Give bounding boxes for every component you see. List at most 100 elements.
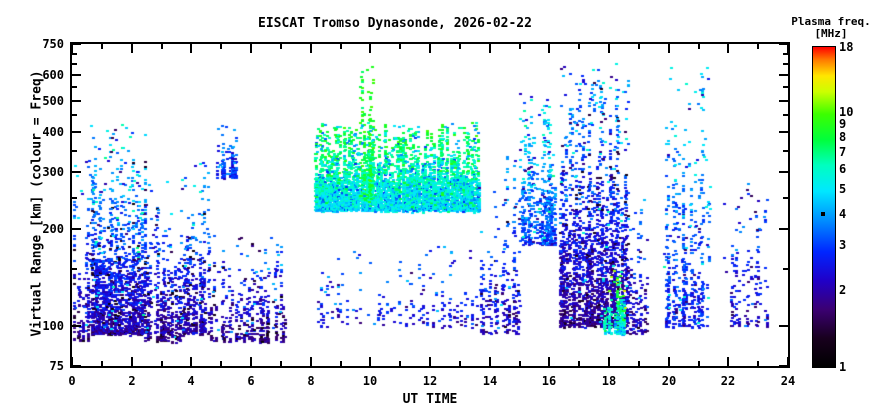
y-tick-label: 750 — [42, 37, 64, 51]
x-tick-top — [161, 44, 163, 49]
y-tick-right — [783, 150, 788, 152]
y-tick — [72, 114, 77, 116]
y-tick-right — [779, 100, 788, 102]
x-tick-top — [727, 44, 729, 53]
x-tick — [399, 361, 401, 366]
y-tick-right — [779, 365, 788, 367]
y-tick — [72, 53, 77, 55]
colorbar-title-line2: [MHz] — [814, 27, 848, 40]
y-tick-right — [779, 228, 788, 230]
x-tick — [727, 357, 729, 366]
y-tick — [72, 325, 81, 327]
x-tick-top — [578, 44, 580, 49]
x-tick — [369, 357, 371, 366]
x-tick — [608, 357, 610, 366]
x-tick — [161, 361, 163, 366]
x-tick — [578, 361, 580, 366]
x-tick-top — [698, 44, 700, 49]
x-tick-label: 14 — [482, 374, 498, 388]
y-tick-label: 300 — [42, 165, 64, 179]
x-axis-label: UT TIME — [402, 392, 458, 407]
y-tick — [72, 43, 81, 45]
x-tick — [548, 357, 550, 366]
colorbar-tick-label: 8 — [839, 129, 847, 144]
colorbar-tick-label: 3 — [839, 238, 847, 253]
colorbar-tick-label: 5 — [839, 181, 847, 196]
x-tick — [310, 357, 312, 366]
x-tick-label: 6 — [247, 374, 255, 388]
x-tick — [698, 361, 700, 366]
x-tick-top — [220, 44, 222, 49]
x-tick — [638, 361, 640, 366]
x-tick-top — [757, 44, 759, 49]
colorbar-tick-label: 6 — [839, 161, 847, 176]
y-tick — [72, 365, 81, 367]
x-tick-top — [190, 44, 192, 53]
x-tick — [340, 361, 342, 366]
y-tick-label: 75 — [49, 359, 64, 373]
x-tick-top — [280, 44, 282, 49]
x-tick-label: 20 — [661, 374, 677, 388]
y-tick — [72, 171, 81, 173]
colorbar-tick-label: 10 — [839, 105, 854, 120]
x-tick — [71, 357, 73, 366]
x-tick-top — [608, 44, 610, 53]
y-tick — [72, 63, 77, 65]
y-tick-right — [783, 53, 788, 55]
x-tick-label: 16 — [541, 374, 557, 388]
x-tick-label: 18 — [601, 374, 617, 388]
x-tick — [131, 357, 133, 366]
colorbar-gradient — [813, 47, 835, 367]
y-tick — [72, 86, 77, 88]
y-tick-right — [783, 86, 788, 88]
x-tick-top — [250, 44, 252, 53]
y-tick-right — [783, 197, 788, 199]
y-tick-label: 400 — [42, 125, 64, 139]
colorbar-tick-label: 1 — [839, 360, 847, 374]
x-tick-top — [638, 44, 640, 49]
x-tick-top — [787, 44, 789, 53]
y-tick-label: 200 — [42, 222, 64, 236]
y-tick — [72, 268, 77, 270]
y-tick-label: 600 — [42, 68, 64, 82]
x-tick — [519, 361, 521, 366]
x-tick-top — [519, 44, 521, 49]
x-tick-label: 24 — [780, 374, 796, 388]
x-tick — [101, 361, 103, 366]
plot-area — [70, 42, 790, 368]
colorbar-title: Plasma freq. [MHz] — [782, 16, 880, 40]
x-tick-top — [71, 44, 73, 53]
colorbar-tick-label: 4 — [839, 206, 847, 221]
x-tick — [787, 357, 789, 366]
x-tick-top — [429, 44, 431, 53]
y-tick — [72, 150, 77, 152]
x-tick-label: 8 — [307, 374, 315, 388]
x-tick — [250, 357, 252, 366]
y-tick-right — [779, 171, 788, 173]
x-tick-label: 22 — [720, 374, 736, 388]
y-tick-right — [779, 131, 788, 133]
x-tick-label: 4 — [187, 374, 195, 388]
y-tick — [72, 74, 81, 76]
colorbar-tick-label: 18 — [839, 40, 854, 54]
y-tick — [72, 100, 81, 102]
y-tick-right — [783, 63, 788, 65]
x-tick — [190, 357, 192, 366]
y-tick-right — [779, 43, 788, 45]
colorbar-tick-label: 2 — [839, 283, 847, 298]
x-tick-top — [459, 44, 461, 49]
x-tick — [280, 361, 282, 366]
y-tick — [72, 131, 81, 133]
x-tick-top — [668, 44, 670, 53]
x-tick-top — [310, 44, 312, 53]
x-tick-top — [369, 44, 371, 53]
x-tick-label: 0 — [68, 374, 76, 388]
x-tick — [429, 357, 431, 366]
x-tick-top — [101, 44, 103, 49]
x-tick-top — [489, 44, 491, 53]
page-title: EISCAT Tromso Dynasonde, 2026-02-22 — [258, 16, 532, 31]
x-tick-top — [399, 44, 401, 49]
x-tick-top — [340, 44, 342, 49]
y-tick — [72, 228, 81, 230]
y-tick-right — [783, 268, 788, 270]
